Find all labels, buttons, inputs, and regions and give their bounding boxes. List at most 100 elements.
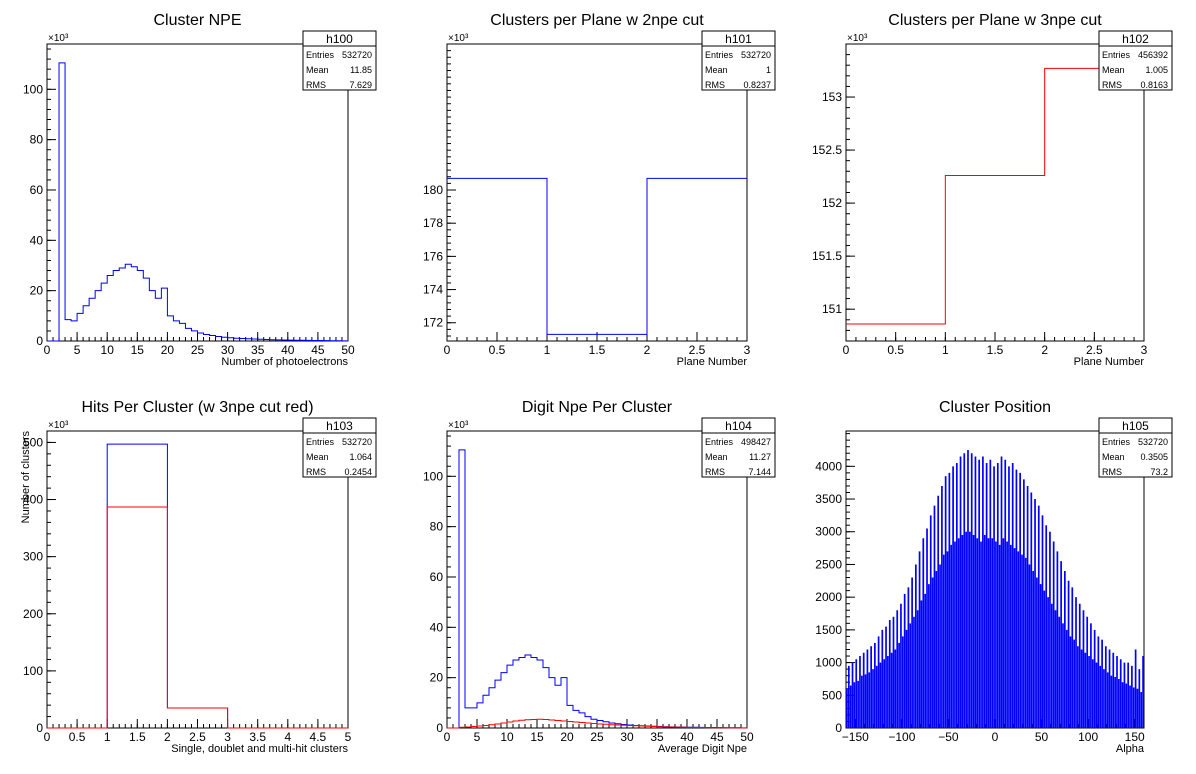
x-tick-label: 50 [740,730,754,744]
y-tick-label: 180 [423,183,443,197]
y-tick-label: 152 [822,196,842,210]
stats-box-name: h101 [725,32,752,46]
stats-value: 7.629 [349,80,372,90]
x-tick-label: 35 [251,343,265,357]
stats-key: RMS [306,80,326,90]
stats-box-frame [302,417,377,478]
y-tick-label: 80 [430,520,444,534]
histogram-series-blue [47,443,348,729]
x-tick-label: 10 [500,730,514,744]
chart-panel-h104: Digit Npe Per Cluster ×10³ 0 5 10 15 20 25 30 35 4… [423,399,776,755]
stats-box-name: h104 [725,419,752,433]
y-tick-label: 100 [23,82,43,96]
x-tick-label: 50 [1035,730,1049,744]
x-tick-label: 25 [590,730,604,744]
x-tick-label: 2 [1041,343,1048,357]
x-axis-label: Plane Number [677,356,748,368]
x-tick-label: 3 [224,730,231,744]
y-tick-label: 178 [423,216,443,230]
axis-exponent: ×10³ [48,33,69,44]
stats-key: Mean [306,65,329,75]
histogram-series-red [447,718,748,729]
x-tick-label: 10 [101,343,115,357]
chart-title: Clusters per Plane w 2npe cut [490,12,704,29]
x-tick-label: 0 [843,343,850,357]
y-tick-label: 151.5 [812,249,842,263]
chart-title: Hits Per Cluster (w 3npe cut red) [81,399,313,416]
stats-box-name: h102 [1122,32,1149,46]
x-tick-label: 1 [104,730,111,744]
x-axis-label: Number of photoelectrons [221,356,348,368]
x-tick-label: 150 [1125,730,1145,744]
y-tick-label: 0 [835,721,842,735]
y-tick-label: 172 [423,316,443,330]
x-tick-label: 50 [341,343,355,357]
stats-value: 11.85 [350,65,372,75]
x-tick-label: 0 [444,730,451,744]
x-tick-label: 1 [942,343,949,357]
stats-key: Mean [1102,65,1125,75]
chart-title: Digit Npe Per Cluster [522,399,673,416]
stats-value: 7.144 [748,467,771,477]
x-tick-label: 20 [560,730,574,744]
stats-key: Entries [705,437,734,447]
y-tick-label: 80 [30,133,44,147]
x-tick-label: 20 [161,343,175,357]
x-tick-label: 45 [710,730,724,744]
x-tick-label: 3 [1141,343,1148,357]
stats-key: RMS [705,80,725,90]
axis-exponent: ×10³ [448,33,469,44]
y-tick-label: 151 [822,302,842,316]
y-tick-label: 40 [30,233,44,247]
x-tick-label: −150 [842,730,869,744]
y-tick-label: 3000 [815,525,842,539]
x-tick-label: 0.5 [489,343,506,357]
chart-title: Cluster NPE [153,12,241,29]
x-tick-label: 2 [644,343,651,357]
stats-value: 0.8237 [743,80,771,90]
stats-value: 532720 [1138,437,1168,447]
y-tick-label: 200 [23,607,43,621]
chart-panel-h105: Cluster Position−150 −100 −50 0 50 100 1500500… [815,399,1173,755]
chart-title: Cluster Position [939,399,1051,416]
stats-key: RMS [306,467,326,477]
y-tick-label: 500 [822,688,842,702]
x-tick-label: 0 [444,343,451,357]
x-tick-label: 0 [44,343,51,357]
stats-box-frame [302,30,377,91]
stats-value: 0.3505 [1140,452,1168,462]
y-tick-label: 300 [23,550,43,564]
x-tick-label: 4.5 [310,730,327,744]
stats-value: 1 [766,65,771,75]
x-tick-label: 2.5 [189,730,206,744]
stats-key: Mean [306,452,329,462]
y-axis-label: Number of clusters [20,431,32,524]
x-tick-label: 1 [544,343,551,357]
x-tick-label: 40 [680,730,694,744]
x-tick-label: 2.5 [689,343,706,357]
x-axis-label: Plane Number [1074,356,1145,368]
x-tick-label: 2 [164,730,171,744]
x-tick-label: 5 [74,343,81,357]
chart-title: Clusters per Plane w 3npe cut [888,12,1102,29]
x-tick-label: 3 [744,343,751,357]
stats-value: 11.27 [749,452,771,462]
stats-value: 532720 [741,50,771,60]
stats-value: 73.2 [1150,467,1168,477]
x-tick-label: 0.5 [69,730,86,744]
y-tick-label: 60 [430,570,444,584]
x-tick-label: 15 [530,730,544,744]
y-tick-label: 0 [436,721,443,735]
stats-value: 498427 [741,437,771,447]
histogram-series-red [846,67,1144,325]
chart-panel-h102: Clusters per Plane w 3npe cut ×10³ 0 0.5 1 1.… [812,12,1173,368]
stats-key: RMS [1102,467,1122,477]
histogram-series-red [47,506,348,729]
stats-value: 0.2454 [344,467,372,477]
stats-box-name: h100 [326,32,353,46]
x-tick-label: 1.5 [987,343,1004,357]
y-tick-label: 1500 [815,623,842,637]
chart-panel-h101: Clusters per Plane w 2npe cut ×10³ 0 0.5 1 1.… [423,12,776,368]
stats-key: Entries [1102,437,1131,447]
